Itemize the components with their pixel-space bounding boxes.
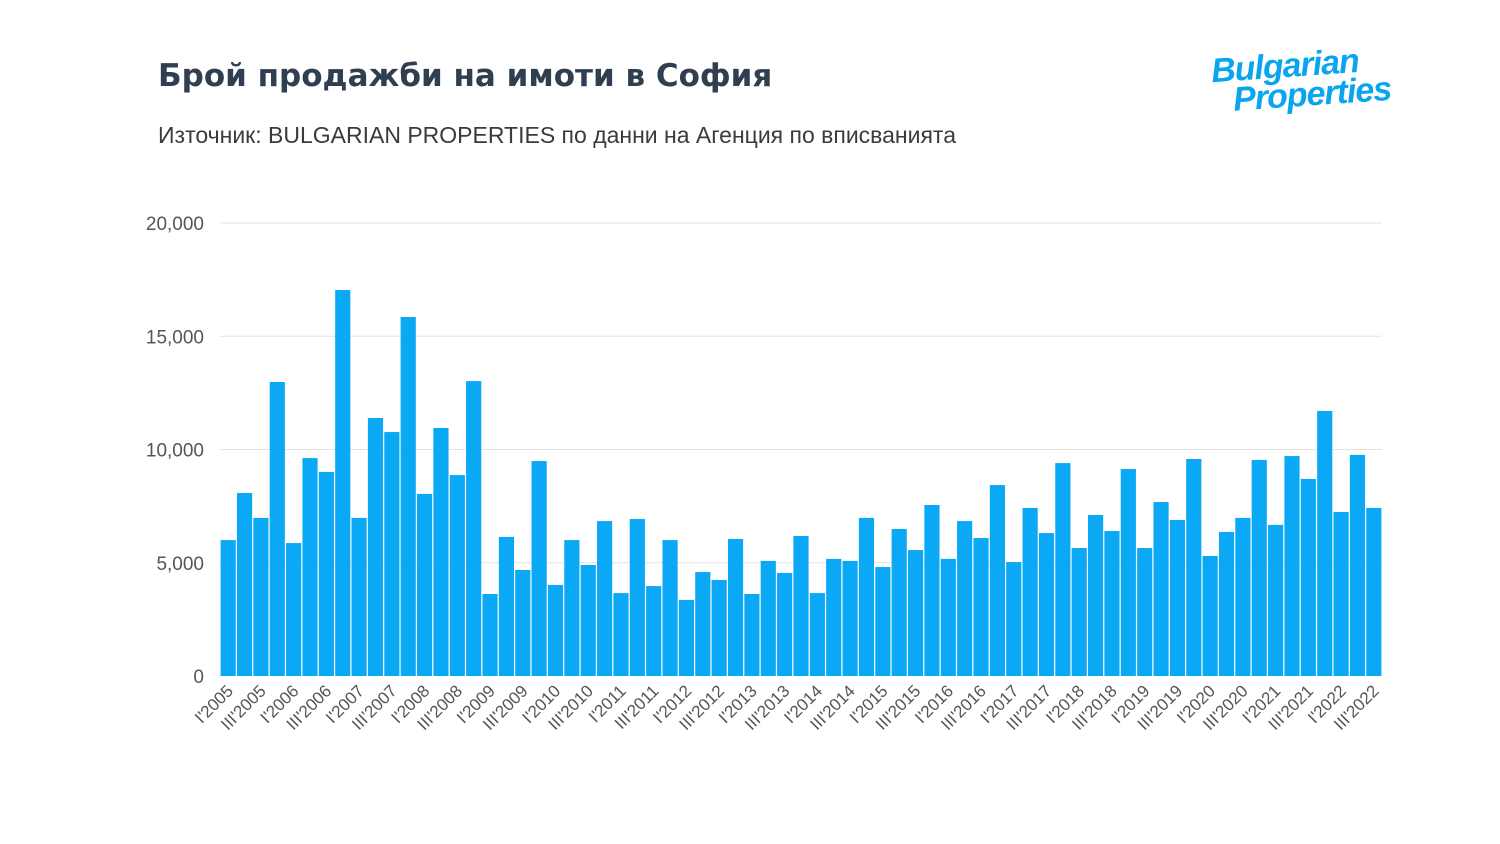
bar-III'2006 (318, 471, 334, 676)
bar-I'2017 (1006, 562, 1022, 676)
bar-I'2018 (1071, 548, 1087, 676)
bar-IV'2005 (269, 382, 285, 676)
bar-IV'2006 (335, 290, 351, 676)
bar-I'2007 (351, 517, 367, 676)
bar-III'2019 (1169, 519, 1186, 676)
chart-subtitle: Източник: BULGARIAN PROPERTIES по данни … (158, 122, 956, 148)
y-tick-label: 10,000 (146, 441, 204, 462)
bar-III'2020 (1235, 517, 1251, 676)
y-tick-label: 15,000 (146, 327, 204, 348)
y-tick-label: 20,000 (146, 214, 204, 235)
bar-II'2016 (957, 521, 973, 676)
bar-III'2008 (449, 475, 465, 676)
y-tick-label: 5,000 (156, 554, 204, 575)
bar-III'2010 (580, 565, 596, 676)
bar-IV'2017 (1055, 463, 1071, 676)
bar-II'2009 (498, 536, 514, 676)
bar-II'2015 (891, 529, 907, 676)
bar-I'2006 (286, 543, 302, 676)
bar-III'2005 (253, 517, 269, 676)
bar-I'2012 (678, 599, 695, 676)
bar-III'2011 (646, 586, 662, 676)
bar-IV'2013 (793, 536, 809, 676)
bar-III'2012 (711, 579, 727, 676)
bar-II'2019 (1153, 502, 1169, 676)
bar-IV'2010 (597, 521, 613, 676)
bar-IV'2008 (466, 381, 482, 676)
bar-III'2016 (973, 538, 989, 676)
bar-III'2017 (1038, 533, 1055, 676)
bar-II'2010 (564, 540, 580, 676)
bar-II'2012 (695, 572, 711, 676)
bar-IV'2021 (1317, 410, 1333, 676)
bar-IV'2007 (400, 316, 416, 676)
bar-III'2018 (1104, 531, 1120, 676)
bar-II'2020 (1218, 531, 1235, 676)
bars (220, 290, 1382, 676)
bar-II'2007 (367, 418, 384, 676)
bar-IV'2015 (924, 504, 940, 676)
bar-I'2010 (547, 584, 564, 676)
bar-IV'2009 (531, 461, 547, 676)
bar-IV'2014 (858, 517, 875, 676)
bar-I'2011 (613, 593, 629, 676)
bar-IV'2011 (662, 540, 678, 676)
bar-III'2022 (1366, 507, 1382, 676)
bar-IV'2018 (1120, 468, 1136, 676)
bar-II'2021 (1284, 456, 1300, 676)
bar-III'2009 (515, 569, 531, 676)
bar-II'2005 (236, 492, 253, 676)
bar-I'2022 (1333, 512, 1349, 676)
x-axis-ticks: I'2005III'2005I'2006III'2006I'2007III'20… (191, 681, 1382, 733)
y-tick-label: 0 (193, 667, 204, 688)
bar-III'2021 (1300, 478, 1316, 676)
chart-title: Брой продажби на имоти в София (158, 58, 773, 94)
bar-I'2019 (1137, 548, 1153, 676)
bar-II'2017 (1022, 507, 1038, 676)
bar-II'2014 (826, 558, 842, 676)
bar-II'2022 (1349, 454, 1366, 676)
bar-I'2014 (809, 593, 825, 676)
bar-IV'2019 (1186, 459, 1202, 676)
bar-I'2013 (744, 594, 760, 676)
bar-I'2020 (1202, 555, 1218, 676)
bar-I'2016 (940, 558, 956, 676)
bar-II'2008 (433, 427, 449, 676)
bar-I'2021 (1268, 524, 1284, 676)
bar-IV'2012 (727, 538, 744, 676)
bar-I'2005 (220, 540, 236, 676)
bar-III'2015 (907, 550, 924, 676)
bar-III'2013 (777, 572, 793, 676)
bar-III'2007 (384, 432, 400, 676)
bar-IV'2020 (1251, 459, 1267, 676)
bar-I'2015 (875, 567, 891, 676)
bar-II'2013 (760, 560, 776, 676)
bar-II'2011 (629, 519, 645, 676)
bar-II'2006 (302, 458, 318, 676)
y-axis-ticks: 0 5,000 10,000 15,000 20,000 (146, 214, 204, 688)
bar-I'2008 (416, 493, 433, 676)
bar-I'2009 (482, 594, 498, 676)
bar-II'2018 (1088, 514, 1104, 676)
bar-III'2014 (842, 560, 858, 676)
bar-IV'2016 (989, 485, 1005, 676)
